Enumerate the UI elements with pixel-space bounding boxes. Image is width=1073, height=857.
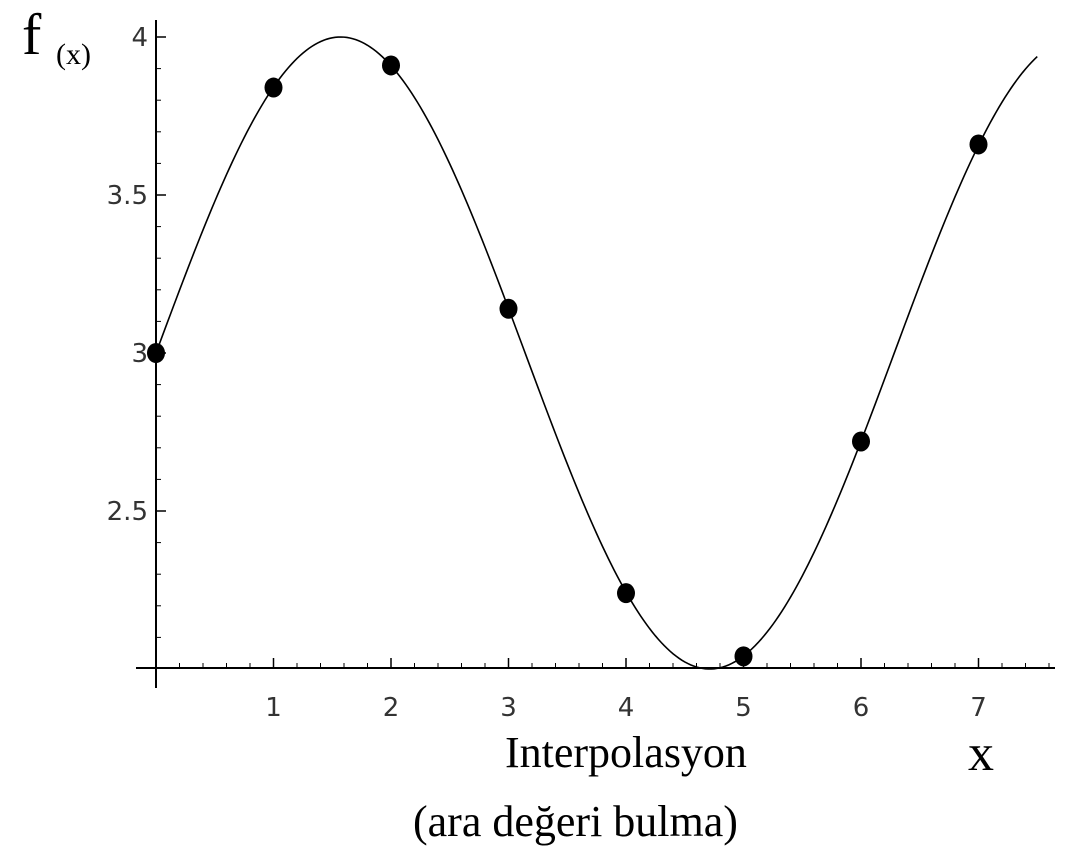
series-line-interpolant: [155, 36, 1038, 670]
x-axis-label: x: [968, 725, 994, 782]
caption-line-2: (ara değeri bulma): [413, 797, 738, 846]
y-ticks: 2.5 3 3.5 4: [107, 23, 166, 527]
data-point: [264, 77, 283, 98]
y-tick-label: 2.5: [107, 497, 148, 527]
minor-ticks: [156, 68, 1050, 668]
y-tick-label: 3: [131, 339, 148, 369]
axes: 1 2 3 4 5 6 7 2.5 3 3.5 4: [107, 20, 1055, 723]
data-point: [499, 298, 518, 319]
y-axis-label-sub: (x): [56, 38, 91, 71]
data-point: [734, 646, 753, 667]
data-point: [852, 431, 870, 452]
x-tick-label: 1: [265, 693, 282, 723]
y-axis-label-f: f: [22, 2, 42, 67]
x-tick-label: 2: [383, 693, 400, 723]
x-tick-label: 3: [500, 693, 517, 723]
x-tick-label: 4: [618, 693, 635, 723]
data-points: [147, 55, 988, 667]
x-tick-label: 7: [970, 693, 987, 723]
y-tick-label: 3.5: [107, 181, 148, 211]
data-point: [617, 583, 635, 604]
y-tick-label: 4: [131, 23, 148, 53]
data-point: [969, 134, 988, 155]
x-tick-label: 6: [853, 693, 870, 723]
data-point: [147, 343, 165, 363]
data-point: [382, 55, 400, 76]
caption-line-1: Interpolasyon: [505, 728, 747, 777]
x-tick-label: 5: [735, 693, 752, 723]
